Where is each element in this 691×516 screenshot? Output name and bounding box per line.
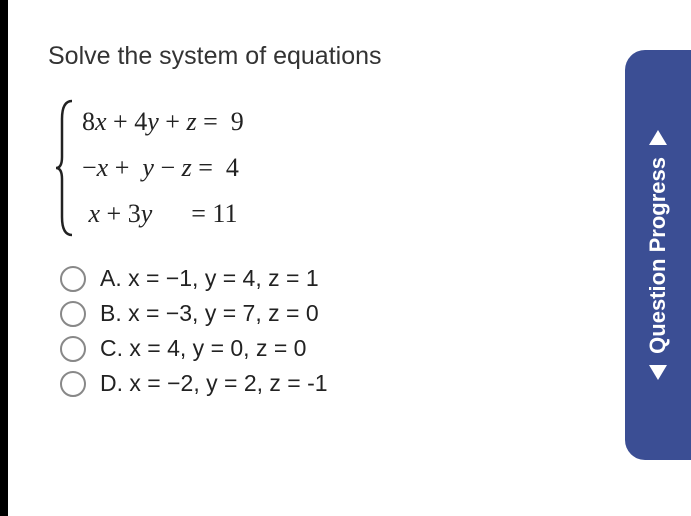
radio-icon[interactable] [60, 371, 86, 397]
radio-icon[interactable] [60, 266, 86, 292]
answer-options: A. x = −1, y = 4, z = 1 B. x = −3, y = 7… [48, 265, 643, 397]
equation-1: 8x + 4y + z = 9 [82, 99, 643, 145]
radio-icon[interactable] [60, 336, 86, 362]
option-a-text: A. x = −1, y = 4, z = 1 [100, 265, 319, 292]
equations-block: 8x + 4y + z = 9 −x + y − z = 4 x + 3y = … [54, 99, 643, 237]
triangle-down-icon [649, 365, 667, 380]
equation-2: −x + y − z = 4 [82, 145, 643, 191]
option-a[interactable]: A. x = −1, y = 4, z = 1 [60, 265, 643, 292]
left-accent-border [0, 0, 8, 516]
question-panel: Solve the system of equations 8x + 4y + … [0, 0, 691, 397]
progress-label: Question Progress [645, 157, 671, 354]
option-d-text: D. x = −2, y = 2, z = -1 [100, 370, 328, 397]
option-c[interactable]: C. x = 4, y = 0, z = 0 [60, 335, 643, 362]
option-b[interactable]: B. x = −3, y = 7, z = 0 [60, 300, 643, 327]
question-progress-tab[interactable]: Question Progress [625, 50, 691, 460]
triangle-up-icon [649, 130, 667, 145]
left-brace-icon [54, 99, 76, 237]
question-prompt: Solve the system of equations [48, 42, 643, 71]
option-c-text: C. x = 4, y = 0, z = 0 [100, 335, 306, 362]
equation-3: x + 3y = 11 [82, 191, 643, 237]
radio-icon[interactable] [60, 301, 86, 327]
option-b-text: B. x = −3, y = 7, z = 0 [100, 300, 319, 327]
option-d[interactable]: D. x = −2, y = 2, z = -1 [60, 370, 643, 397]
